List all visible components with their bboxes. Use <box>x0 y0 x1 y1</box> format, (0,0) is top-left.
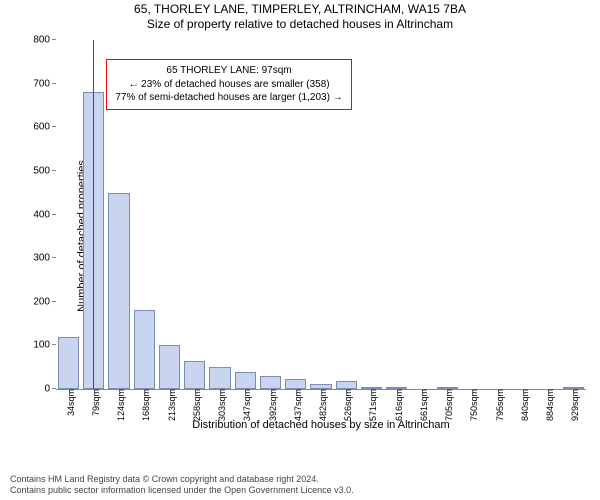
x-tick-label: 750sqm <box>465 389 479 421</box>
bar-slot: 795sqm <box>485 40 510 389</box>
x-tick-label: 526sqm <box>339 389 353 421</box>
histogram-bar <box>336 381 357 389</box>
y-tick-label: 700 <box>16 78 56 89</box>
x-tick-label: 929sqm <box>566 389 580 421</box>
x-tick-label: 571sqm <box>364 389 378 421</box>
x-tick-label: 258sqm <box>188 389 202 421</box>
x-tick-label: 392sqm <box>264 389 278 421</box>
y-tick-mark <box>52 388 56 389</box>
x-tick-label: 347sqm <box>238 389 252 421</box>
x-tick-label: 213sqm <box>163 389 177 421</box>
x-tick-label: 661sqm <box>415 389 429 421</box>
x-tick-label: 705sqm <box>440 389 454 421</box>
chart-container: Number of detached properties 34sqm79sqm… <box>0 36 600 436</box>
bar-slot: 840sqm <box>510 40 535 389</box>
bar-slot: 616sqm <box>384 40 409 389</box>
x-tick-label: 34sqm <box>62 389 76 416</box>
histogram-bar <box>285 379 306 389</box>
bar-slot: 571sqm <box>359 40 384 389</box>
histogram-bar <box>260 376 281 389</box>
x-tick-label: 482sqm <box>314 389 328 421</box>
histogram-bar <box>134 310 155 389</box>
y-tick-label: 500 <box>16 165 56 176</box>
y-tick-mark <box>52 257 56 258</box>
y-tick-label: 600 <box>16 122 56 133</box>
annotation-line-2: ← 23% of detached houses are smaller (35… <box>115 78 342 92</box>
histogram-bar <box>209 367 230 389</box>
footer-text: Contains HM Land Registry data © Crown c… <box>10 474 354 497</box>
bar-slot: 929sqm <box>561 40 586 389</box>
y-tick-mark <box>52 214 56 215</box>
annotation-line-3: 77% of semi-detached houses are larger (… <box>115 91 342 105</box>
bar-slot: 705sqm <box>435 40 460 389</box>
title-line-2: Size of property relative to detached ho… <box>0 17 600 31</box>
y-tick-mark <box>52 301 56 302</box>
x-tick-label: 840sqm <box>516 389 530 421</box>
footer-line-2: Contains public sector information licen… <box>10 485 354 496</box>
x-tick-label: 437sqm <box>289 389 303 421</box>
histogram-bar <box>83 92 104 389</box>
bar-slot: 884sqm <box>536 40 561 389</box>
x-axis-label: Distribution of detached houses by size … <box>56 419 586 431</box>
x-tick-label: 616sqm <box>390 389 404 421</box>
plot-area: 34sqm79sqm124sqm168sqm213sqm258sqm303sqm… <box>56 40 586 390</box>
y-tick-mark <box>52 170 56 171</box>
y-tick-mark <box>52 344 56 345</box>
x-tick-label: 79sqm <box>87 389 101 416</box>
bar-slot: 34sqm <box>56 40 81 389</box>
bar-slot: 750sqm <box>460 40 485 389</box>
y-tick-label: 300 <box>16 253 56 264</box>
annotation-line-1: 65 THORLEY LANE: 97sqm <box>115 64 342 78</box>
x-tick-label: 884sqm <box>541 389 555 421</box>
x-tick-label: 168sqm <box>137 389 151 421</box>
y-tick-label: 800 <box>16 35 56 46</box>
footer-line-1: Contains HM Land Registry data © Crown c… <box>10 474 354 485</box>
histogram-bar <box>108 193 129 389</box>
marker-line <box>93 40 94 389</box>
y-tick-mark <box>52 39 56 40</box>
x-tick-label: 795sqm <box>491 389 505 421</box>
histogram-bar <box>235 372 256 389</box>
y-tick-label: 200 <box>16 296 56 307</box>
y-tick-label: 0 <box>16 384 56 395</box>
y-tick-label: 400 <box>16 209 56 220</box>
bar-slot: 661sqm <box>409 40 434 389</box>
x-tick-label: 124sqm <box>112 389 126 421</box>
annotation-box: 65 THORLEY LANE: 97sqm ← 23% of detached… <box>106 59 351 110</box>
chart-title-block: 65, THORLEY LANE, TIMPERLEY, ALTRINCHAM,… <box>0 0 600 31</box>
y-tick-label: 100 <box>16 340 56 351</box>
histogram-bar <box>58 337 79 389</box>
title-line-1: 65, THORLEY LANE, TIMPERLEY, ALTRINCHAM,… <box>0 2 600 16</box>
x-tick-label: 303sqm <box>213 389 227 421</box>
histogram-bar <box>184 361 205 389</box>
histogram-bar <box>159 345 180 389</box>
bar-slot: 79sqm <box>81 40 106 389</box>
y-tick-mark <box>52 126 56 127</box>
y-tick-mark <box>52 83 56 84</box>
